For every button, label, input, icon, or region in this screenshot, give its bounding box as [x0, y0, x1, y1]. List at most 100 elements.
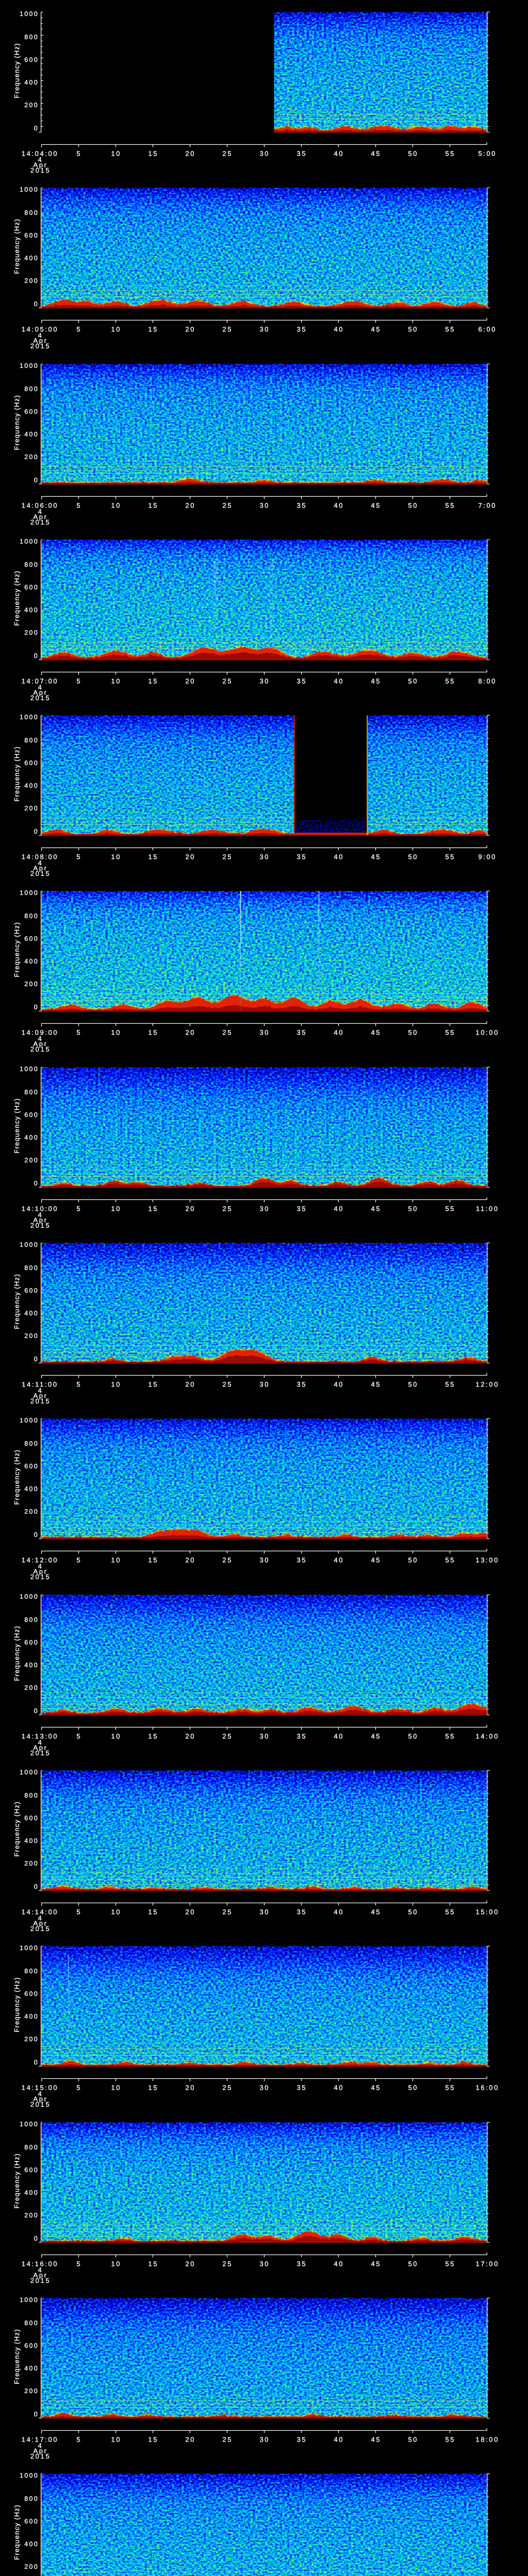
svg-text:25: 25	[222, 1556, 233, 1564]
svg-text:15: 15	[148, 1556, 158, 1564]
svg-text:0: 0	[34, 477, 39, 484]
svg-text:600: 600	[24, 2518, 39, 2525]
svg-text:10: 10	[111, 2260, 121, 2267]
svg-text:25: 25	[222, 2083, 233, 2091]
svg-text:5: 5	[76, 149, 81, 157]
svg-text:4: 4	[38, 1387, 43, 1395]
svg-text:Frequency (Hz): Frequency (Hz)	[13, 1274, 21, 1329]
svg-text:30: 30	[259, 1380, 270, 1388]
svg-text:13:00: 13:00	[476, 1556, 500, 1564]
svg-text:6:00: 6:00	[478, 325, 497, 333]
svg-text:600: 600	[24, 1815, 39, 1822]
svg-text:Apr: Apr	[33, 1568, 47, 1575]
svg-text:2015: 2015	[30, 1397, 51, 1405]
svg-text:35: 35	[296, 1205, 307, 1212]
svg-text:800: 800	[24, 2495, 39, 2502]
svg-text:45: 45	[371, 853, 381, 860]
svg-text:200: 200	[24, 805, 39, 812]
svg-text:5: 5	[76, 501, 81, 509]
svg-text:Apr: Apr	[33, 1920, 47, 1927]
svg-text:4: 4	[38, 1739, 43, 1747]
svg-text:20: 20	[185, 1732, 195, 1740]
svg-text:7:00: 7:00	[478, 501, 497, 509]
svg-text:50: 50	[408, 325, 418, 333]
svg-text:600: 600	[24, 408, 39, 415]
svg-text:2015: 2015	[30, 342, 51, 350]
svg-text:800: 800	[24, 1968, 39, 1975]
svg-text:14:07:00: 14:07:00	[22, 677, 58, 685]
svg-text:Frequency (Hz): Frequency (Hz)	[13, 218, 21, 274]
svg-text:Apr: Apr	[33, 1216, 47, 1224]
svg-text:40: 40	[334, 325, 344, 333]
svg-text:10: 10	[111, 853, 121, 860]
svg-text:Apr: Apr	[33, 161, 47, 169]
svg-text:14:15:00: 14:15:00	[22, 2083, 58, 2091]
svg-text:5: 5	[76, 1732, 81, 1740]
svg-text:800: 800	[24, 1089, 39, 1096]
svg-text:Apr: Apr	[33, 1744, 47, 1752]
svg-text:1000: 1000	[20, 2121, 39, 2128]
svg-text:12:00: 12:00	[476, 1380, 500, 1388]
svg-text:10: 10	[111, 2435, 121, 2443]
svg-text:600: 600	[24, 935, 39, 942]
svg-text:400: 400	[24, 2540, 39, 2548]
svg-text:0: 0	[34, 1355, 39, 1363]
svg-text:2015: 2015	[30, 518, 51, 526]
svg-text:0: 0	[34, 652, 39, 659]
svg-text:55: 55	[445, 149, 455, 157]
svg-text:200: 200	[24, 453, 39, 461]
svg-text:40: 40	[334, 1380, 344, 1388]
svg-text:2015: 2015	[30, 2100, 51, 2108]
svg-text:1000: 1000	[20, 538, 39, 545]
svg-text:10: 10	[111, 1380, 121, 1388]
svg-text:15: 15	[148, 1908, 158, 1916]
svg-text:5: 5	[76, 1380, 81, 1388]
svg-text:5: 5	[76, 325, 81, 333]
svg-text:2015: 2015	[30, 1749, 51, 1757]
svg-text:4: 4	[38, 508, 43, 516]
svg-text:0: 0	[34, 2059, 39, 2066]
svg-text:55: 55	[445, 853, 455, 860]
svg-text:0: 0	[34, 1180, 39, 1187]
svg-text:0: 0	[34, 1707, 39, 1715]
svg-text:20: 20	[185, 2260, 195, 2267]
svg-text:40: 40	[334, 677, 344, 685]
svg-text:17:00: 17:00	[476, 2260, 500, 2267]
svg-text:50: 50	[408, 2083, 418, 2091]
svg-text:40: 40	[334, 1908, 344, 1916]
svg-text:200: 200	[24, 629, 39, 636]
svg-text:600: 600	[24, 1463, 39, 1470]
svg-text:20: 20	[185, 2435, 195, 2443]
svg-text:45: 45	[371, 2083, 381, 2091]
svg-text:0: 0	[34, 2235, 39, 2242]
svg-text:50: 50	[408, 1908, 418, 1916]
svg-text:45: 45	[371, 1028, 381, 1036]
svg-text:40: 40	[334, 1556, 344, 1564]
svg-text:20: 20	[185, 149, 195, 157]
svg-text:800: 800	[24, 385, 39, 393]
svg-text:35: 35	[296, 1908, 307, 1916]
svg-text:Frequency (Hz): Frequency (Hz)	[13, 922, 21, 977]
svg-text:Frequency (Hz): Frequency (Hz)	[13, 1449, 21, 1505]
svg-text:40: 40	[334, 1028, 344, 1036]
svg-text:50: 50	[408, 853, 418, 860]
svg-text:2015: 2015	[30, 694, 51, 702]
svg-text:400: 400	[24, 1134, 39, 1141]
svg-text:30: 30	[259, 2260, 270, 2267]
svg-text:1000: 1000	[20, 10, 39, 18]
svg-text:400: 400	[24, 1837, 39, 1844]
svg-text:25: 25	[222, 149, 233, 157]
svg-text:0: 0	[34, 1004, 39, 1011]
svg-text:25: 25	[222, 1732, 233, 1740]
svg-text:5: 5	[76, 853, 81, 860]
svg-text:5: 5	[76, 677, 81, 685]
svg-text:35: 35	[296, 149, 307, 157]
svg-text:2015: 2015	[30, 166, 51, 174]
svg-text:600: 600	[24, 584, 39, 591]
svg-text:Frequency (Hz): Frequency (Hz)	[13, 1625, 21, 1681]
svg-text:200: 200	[24, 1332, 39, 1340]
svg-text:10: 10	[111, 1908, 121, 1916]
svg-text:Frequency (Hz): Frequency (Hz)	[13, 570, 21, 626]
svg-text:50: 50	[408, 1028, 418, 1036]
svg-text:5:00: 5:00	[478, 149, 497, 157]
